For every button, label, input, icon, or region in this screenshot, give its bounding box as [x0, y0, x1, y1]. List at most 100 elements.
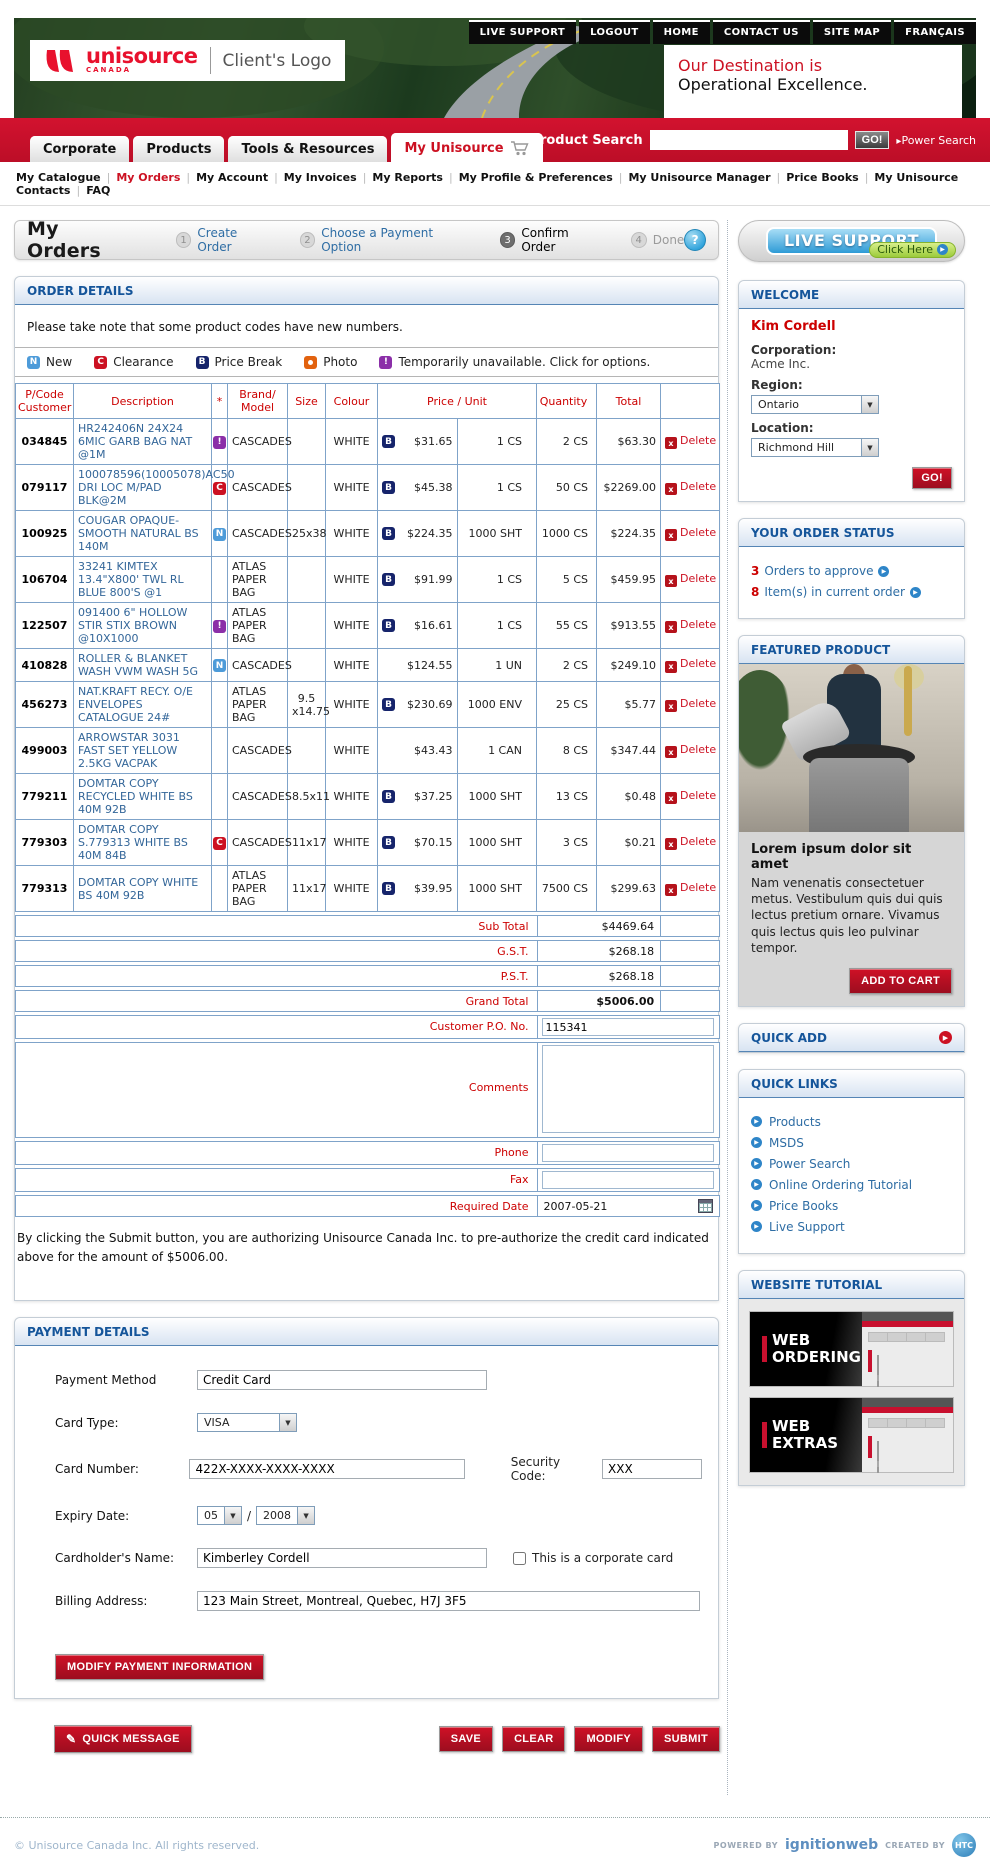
item-description-link[interactable]: HR242406N 24X24 6MIC GARB BAG NAT @1M	[73, 418, 212, 465]
card-number-input[interactable]	[189, 1459, 465, 1480]
save-button[interactable]: SAVE	[438, 1726, 494, 1753]
tab-tools-resources[interactable]: Tools & Resources	[228, 136, 388, 162]
item-description-link[interactable]: 33241 KIMTEX 13.4"X800' TWL RL BLUE 800'…	[73, 556, 212, 603]
region-select[interactable]: Ontario ▼	[751, 395, 879, 414]
item-description-link[interactable]: NAT.KRAFT RECY. O/E ENVELOPES CATALOGUE …	[73, 681, 212, 728]
quick-message-button[interactable]: ✎ QUICK MESSAGE	[54, 1725, 192, 1754]
modify-button[interactable]: MODIFY	[574, 1726, 644, 1753]
comments-textarea[interactable]	[541, 1045, 714, 1133]
subnav-item-my-unisource-manager[interactable]: My Unisource Manager	[628, 171, 771, 184]
clear-button[interactable]: CLEAR	[502, 1726, 566, 1753]
fax-input[interactable]	[541, 1171, 714, 1189]
delete-item[interactable]: x Delete	[660, 727, 720, 774]
delete-item[interactable]: x Delete	[660, 773, 720, 820]
ignitionweb-logo[interactable]: ignitionweb	[785, 1837, 879, 1854]
utility-nav-contact-us[interactable]: CONTACT US	[712, 20, 810, 44]
live-support-click-here[interactable]: Click Here ▶	[869, 242, 956, 258]
clearance-icon[interactable]: C	[94, 355, 108, 369]
delete-item[interactable]: x Delete	[660, 681, 720, 728]
unavailable-icon[interactable]: !	[213, 435, 226, 449]
quick-link-power-search[interactable]: ▶ Power Search	[751, 1157, 952, 1171]
step-choose-a-payment-option[interactable]: 2 Choose a Payment Option	[299, 226, 474, 254]
step-create-order[interactable]: 1 Create Order	[175, 226, 274, 254]
unavailable-icon[interactable]: !	[213, 619, 226, 633]
item-description-link[interactable]: ROLLER & BLANKET WASH VWM WASH 5G	[73, 648, 212, 682]
expiry-month-select[interactable]: 05 ▼	[197, 1506, 242, 1526]
tutorial-thumbnail-extras[interactable]: WEB EXTRAS	[749, 1396, 954, 1473]
utility-nav-home[interactable]: HOME	[652, 20, 710, 44]
htc-logo[interactable]: HTC	[952, 1833, 976, 1858]
tab-products[interactable]: Products	[133, 136, 225, 162]
item-description-link[interactable]: ARROWSTAR 3031 FAST SET YELLOW 2.5KG VAC…	[73, 727, 212, 774]
submit-button[interactable]: SUBMIT	[652, 1726, 720, 1753]
subnav-item-faq[interactable]: FAQ	[86, 184, 111, 197]
power-search-link[interactable]: Power Search	[896, 134, 976, 147]
order-status-link[interactable]: 8 Item(s) in current order ▶	[751, 585, 952, 599]
delete-item[interactable]: x Delete	[660, 602, 720, 649]
quick-link-products[interactable]: ▶ Products	[751, 1115, 952, 1129]
quick-link-price-books[interactable]: ▶ Price Books	[751, 1199, 952, 1213]
modify-payment-button[interactable]: MODIFY PAYMENT INFORMATION	[55, 1654, 265, 1681]
delete-item[interactable]: x Delete	[660, 418, 720, 465]
expiry-date-label: Expiry Date:	[55, 1508, 130, 1523]
subnav-item-my-unisource-contacts[interactable]: My Unisource Contacts	[16, 171, 959, 197]
delete-item[interactable]: x Delete	[660, 556, 720, 603]
delete-item[interactable]: x Delete	[660, 648, 720, 682]
add-to-cart-button[interactable]: ADD TO CART	[849, 967, 952, 994]
subnav-item-price-books[interactable]: Price Books	[786, 171, 859, 184]
utility-nav-français[interactable]: FRANÇAIS	[894, 20, 976, 44]
item-description-link[interactable]: DOMTAR COPY WHITE BS 40M 92B	[73, 865, 212, 912]
item-colour: WHITE	[325, 681, 378, 728]
new-icon[interactable]: N	[27, 355, 40, 369]
delete-item[interactable]: x Delete	[660, 865, 720, 912]
delete-item[interactable]: x Delete	[660, 819, 720, 866]
billing-address-input[interactable]	[197, 1591, 700, 1612]
subnav-item-my-orders[interactable]: My Orders	[116, 171, 181, 184]
product-search-go-button[interactable]: GO!	[854, 131, 890, 149]
delete-item[interactable]: x Delete	[660, 510, 720, 557]
new-icon[interactable]: N	[213, 527, 226, 541]
new-icon[interactable]: N	[213, 659, 226, 673]
cardholder-name-input[interactable]	[197, 1548, 487, 1569]
tab-my-unisource[interactable]: My Unisource	[391, 133, 543, 162]
unavailable-icon[interactable]: !	[379, 355, 393, 369]
product-search-input[interactable]	[649, 130, 848, 150]
tab-corporate[interactable]: Corporate	[30, 136, 130, 162]
delete-item[interactable]: x Delete	[660, 464, 720, 511]
clearance-icon[interactable]: C	[213, 836, 226, 850]
order-status-link[interactable]: 3 Orders to approve ▶	[751, 564, 952, 578]
expiry-year-select[interactable]: 2008 ▼	[256, 1506, 316, 1526]
quick-link-live-support[interactable]: ▶ Live Support	[751, 1220, 952, 1234]
tutorial-thumbnail-ordering[interactable]: WEB ORDERING	[749, 1310, 954, 1387]
card-type-select[interactable]: VISA ▼	[197, 1413, 297, 1433]
corporate-card-checkbox[interactable]	[513, 1551, 526, 1565]
item-description-link[interactable]: DOMTAR COPY S.779313 WHITE BS 40M 84B	[73, 819, 212, 866]
location-select[interactable]: Richmond Hill ▼	[751, 438, 879, 457]
subnav-item-my-catalogue[interactable]: My Catalogue	[16, 171, 101, 184]
subnav-item-my-profile-preferences[interactable]: My Profile & Preferences	[458, 171, 613, 184]
quick-link-msds[interactable]: ▶ MSDS	[751, 1136, 952, 1150]
security-code-input[interactable]	[602, 1459, 702, 1480]
subnav-item-my-account[interactable]: My Account	[196, 171, 269, 184]
utility-nav-live-support[interactable]: LIVE SUPPORT	[468, 20, 577, 44]
item-description-link[interactable]: DOMTAR COPY RECYCLED WHITE BS 40M 92B	[73, 773, 212, 820]
item-description-link[interactable]: 100078596(10005078)AC50 DRI LOC M/PAD BL…	[73, 464, 235, 511]
clearance-icon[interactable]: C	[213, 481, 226, 495]
utility-nav-site-map[interactable]: SITE MAP	[812, 20, 892, 44]
welcome-go-button[interactable]: GO!	[912, 467, 952, 489]
expand-arrow-icon[interactable]: ▶	[939, 1031, 952, 1045]
step-confirm-order[interactable]: 3 Confirm Order	[499, 226, 605, 254]
item-description-link[interactable]: 091400 6" HOLLOW STIR STIX BROWN @10X100…	[73, 602, 212, 649]
subnav-item-my-invoices[interactable]: My Invoices	[283, 171, 357, 184]
payment-method-input[interactable]	[197, 1370, 487, 1391]
item-description-link[interactable]: COUGAR OPAQUE-SMOOTH NATURAL BS 140M	[73, 510, 212, 557]
help-icon[interactable]: ?	[684, 229, 707, 251]
subnav-item-my-reports[interactable]: My Reports	[372, 171, 443, 184]
phone-input[interactable]	[541, 1144, 714, 1162]
po-input[interactable]	[541, 1018, 714, 1036]
utility-nav-logout[interactable]: LOGOUT	[579, 20, 650, 44]
live-support-widget[interactable]: LIVE SUPPORT Click Here ▶	[738, 220, 965, 262]
quick-link-online-ordering-tutorial[interactable]: ▶ Online Ordering Tutorial	[751, 1178, 952, 1192]
required-date-value[interactable]: 2007-05-21	[543, 1199, 608, 1213]
calendar-icon[interactable]	[698, 1199, 713, 1213]
